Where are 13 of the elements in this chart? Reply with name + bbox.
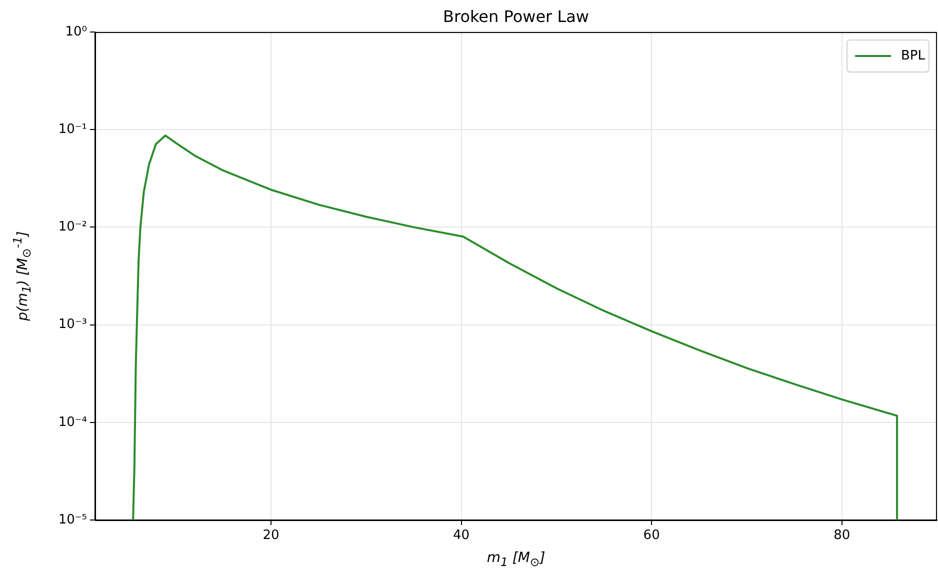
x-tick-label: 60 (643, 528, 660, 544)
chart-title: Broken Power Law (442, 7, 590, 26)
y-tick-label: 10⁻⁵ (58, 512, 87, 528)
y-tick-label: 10⁻³ (58, 317, 87, 332)
x-tick-label: 80 (834, 528, 850, 544)
y-tick-label: 10⁻² (58, 220, 87, 235)
x-tick-label: 20 (262, 528, 280, 544)
legend-label: BPL (901, 48, 926, 64)
x-axis-title: m$_{1}$ [M$_{⊙}$] (486, 550, 546, 569)
y-tick-label: 10⁻⁴ (58, 414, 87, 430)
x-tick-label: 40 (453, 528, 470, 544)
y-tick-label: 10⁰ (65, 24, 87, 40)
y-tick-label: 10⁻¹ (58, 122, 87, 137)
